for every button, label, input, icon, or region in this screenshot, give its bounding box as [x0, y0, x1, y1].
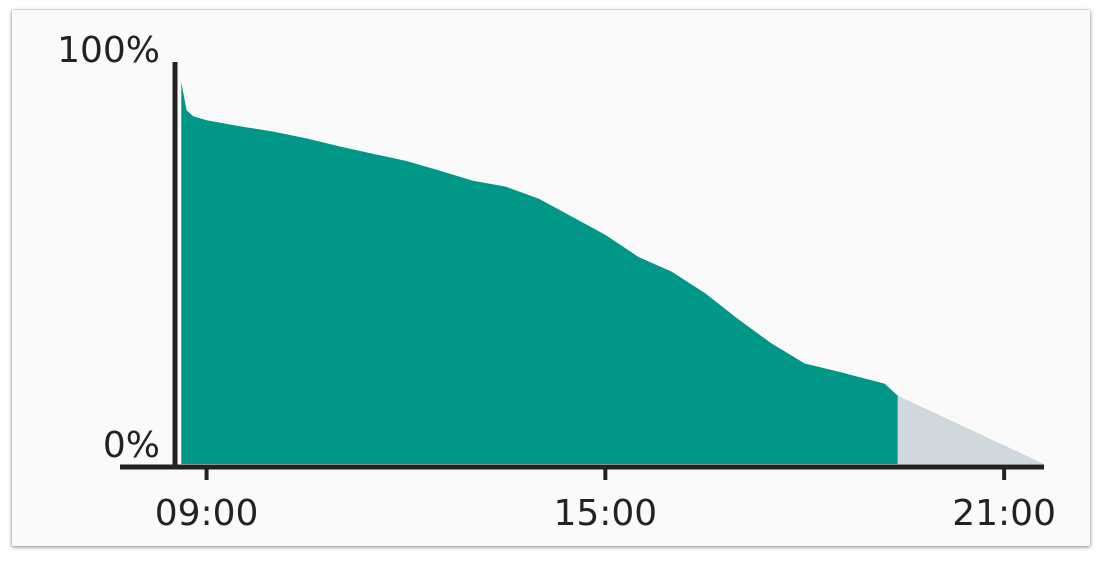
series-projected-area	[897, 395, 1044, 464]
y-tick-label-min: 0%	[103, 425, 160, 466]
x-tick-label: 21:00	[952, 493, 1056, 534]
y-tick-label-max: 100%	[57, 30, 160, 71]
x-tick-labels: 09:00 15:00 21:00	[155, 493, 1056, 534]
series-actual-area	[181, 82, 898, 464]
x-tick-label: 09:00	[155, 493, 259, 534]
series-layer	[181, 82, 1044, 464]
x-tick-label: 15:00	[553, 493, 657, 534]
x-ticks-layer	[204, 467, 1007, 480]
